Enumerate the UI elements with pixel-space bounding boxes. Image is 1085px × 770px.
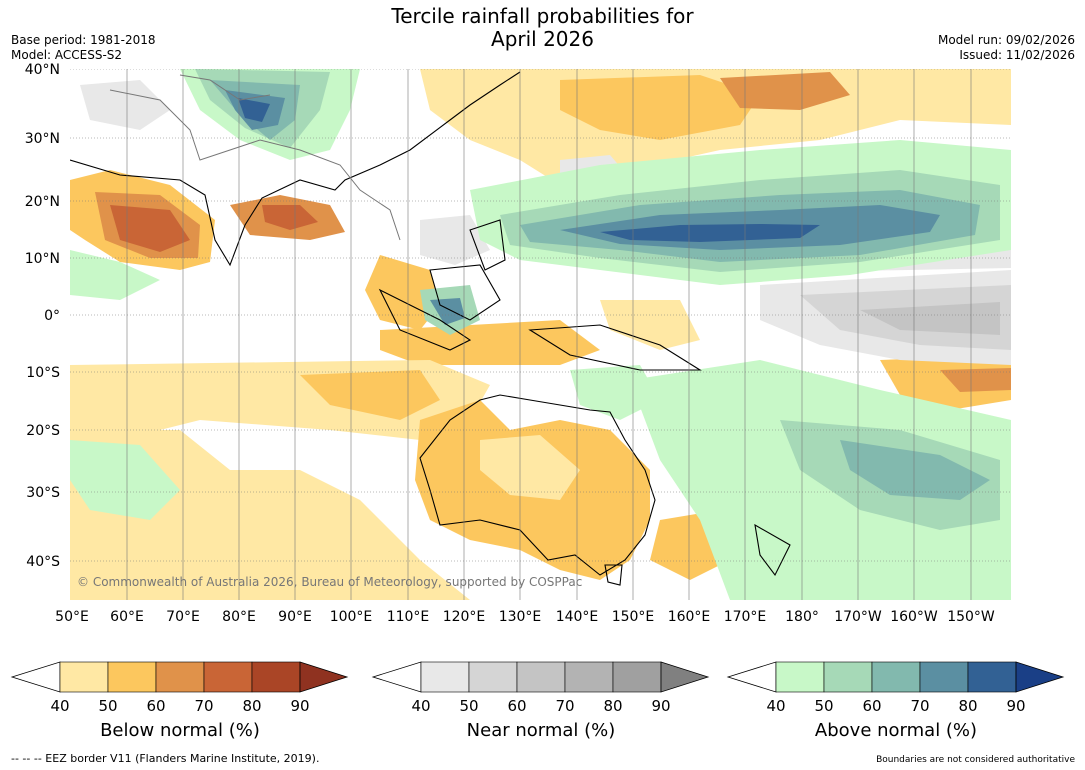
colorbar-tick-label: 90: [290, 697, 309, 715]
colorbar-tick-label: 60: [862, 697, 881, 715]
base-period: Base period: 1981-2018: [11, 33, 156, 47]
title-line-1: Tercile rainfall probabilities for: [391, 4, 694, 28]
lon-label: 150°W: [947, 609, 995, 625]
colorbar-tick-label: 70: [194, 697, 213, 715]
colorbar-segment: [564, 661, 614, 693]
colorbar-extend-high: [660, 661, 710, 693]
colorbar-extend-low: [10, 661, 61, 693]
colorbar-segment: [420, 661, 470, 693]
colorbar-tick-label: 70: [555, 697, 574, 715]
lon-label: 70°E: [166, 609, 200, 625]
lon-label: 170°E: [724, 609, 767, 625]
colorbar-legends: 40 50 60 70 80 90 Below normal (%) 40 50 60 70 80 90…: [10, 661, 1065, 741]
title-line-2: April 2026: [491, 27, 594, 51]
lat-label: 20°S: [26, 423, 60, 439]
colorbar-tick-label: 80: [958, 697, 977, 715]
colorbar-segment: [468, 661, 518, 693]
model-name: Model: ACCESS-S2: [11, 48, 123, 62]
colorbar-tick-label: 60: [146, 697, 165, 715]
lon-label: 130°E: [499, 609, 542, 625]
latitude-labels: 40°N 30°N 20°N 10°N 0° 10°S 20°S 30°S 40…: [25, 62, 60, 570]
colorbar-extend-high: [1015, 661, 1065, 693]
boundary-disclaimer: Boundaries are not considered authoritat…: [876, 755, 1075, 765]
issued-date: Issued: 11/02/2026: [959, 48, 1075, 62]
lon-label: 150°E: [612, 609, 655, 625]
colorbar-tick-label: 90: [1006, 697, 1025, 715]
coastlines: [70, 71, 791, 586]
colorbar-tick-label: 50: [98, 697, 117, 715]
lon-label: 60°E: [110, 609, 144, 625]
lon-label: 50°E: [55, 609, 89, 625]
colorbar-tick-label: 50: [459, 697, 478, 715]
lon-label: 100°E: [330, 609, 373, 625]
lon-label: 140°E: [556, 609, 599, 625]
longitude-labels: 50°E 60°E 70°E 80°E 90°E 100°E 110°E 120…: [55, 609, 995, 625]
colorbar-tick-label: 40: [50, 697, 69, 715]
colorbar-extend-high: [299, 661, 349, 693]
lat-label: 30°S: [26, 485, 60, 501]
colorbar-segment: [871, 661, 921, 693]
above-normal-regions: [70, 69, 1011, 600]
colorbar-extend-low: [726, 661, 777, 693]
colorbar-segment: [967, 661, 1017, 693]
colorbar-tick-label: 80: [242, 697, 261, 715]
lon-label: 80°E: [222, 609, 256, 625]
lat-label: 10°N: [25, 251, 60, 267]
lon-label: 170°W: [834, 609, 882, 625]
lon-label: 110°E: [387, 609, 430, 625]
colorbar-tick-label: 50: [814, 697, 833, 715]
colorbar-tick-label: 70: [910, 697, 929, 715]
colorbar-title: Near normal (%): [467, 720, 616, 741]
below-normal-regions: [70, 69, 1011, 600]
lon-label: 180°: [785, 609, 819, 625]
colorbar-segment: [107, 661, 157, 693]
lon-label: 160°W: [890, 609, 938, 625]
colorbar-tick-label: 40: [766, 697, 785, 715]
colorbar-segment: [775, 661, 825, 693]
colorbar-tick-label: 80: [603, 697, 622, 715]
colorbar-segment: [251, 661, 301, 693]
lon-label: 120°E: [443, 609, 486, 625]
colorbar-segment: [59, 661, 109, 693]
meridians: [126, 69, 972, 600]
lat-label: 10°S: [26, 365, 60, 381]
colorbar-segment: [203, 661, 253, 693]
map-field: [70, 69, 1011, 600]
lat-label: 0°: [44, 308, 60, 324]
colorbar-tick-label: 90: [651, 697, 670, 715]
lat-label: 40°S: [26, 554, 60, 570]
copyright-notice: © Commonwealth of Australia 2026, Bureau…: [77, 575, 582, 589]
model-run: Model run: 09/02/2026: [937, 33, 1075, 47]
colorbar-extend-low: [371, 661, 422, 693]
colorbar-segment: [823, 661, 873, 693]
country-borders: [109, 74, 401, 241]
chart-title: Tercile rainfall probabilities for April…: [0, 5, 1085, 51]
colorbar-segment: [155, 661, 205, 693]
colorbar-segment: [516, 661, 566, 693]
lat-label: 20°N: [25, 194, 60, 210]
colorbar-title: Below normal (%): [100, 720, 260, 741]
colorbar-segment: [612, 661, 662, 693]
gridlines: [70, 69, 1011, 562]
lat-label: 40°N: [25, 62, 60, 78]
lon-label: 160°E: [668, 609, 711, 625]
colorbar-title: Above normal (%): [815, 720, 977, 741]
eez-legend: -- -- -- EEZ border V11 (Flanders Marine…: [11, 752, 320, 765]
colorbar-tick-label: 60: [507, 697, 526, 715]
lon-label: 90°E: [278, 609, 312, 625]
colorbar-segment: [919, 661, 969, 693]
colorbar-tick-label: 40: [411, 697, 430, 715]
lat-label: 30°N: [25, 131, 60, 147]
